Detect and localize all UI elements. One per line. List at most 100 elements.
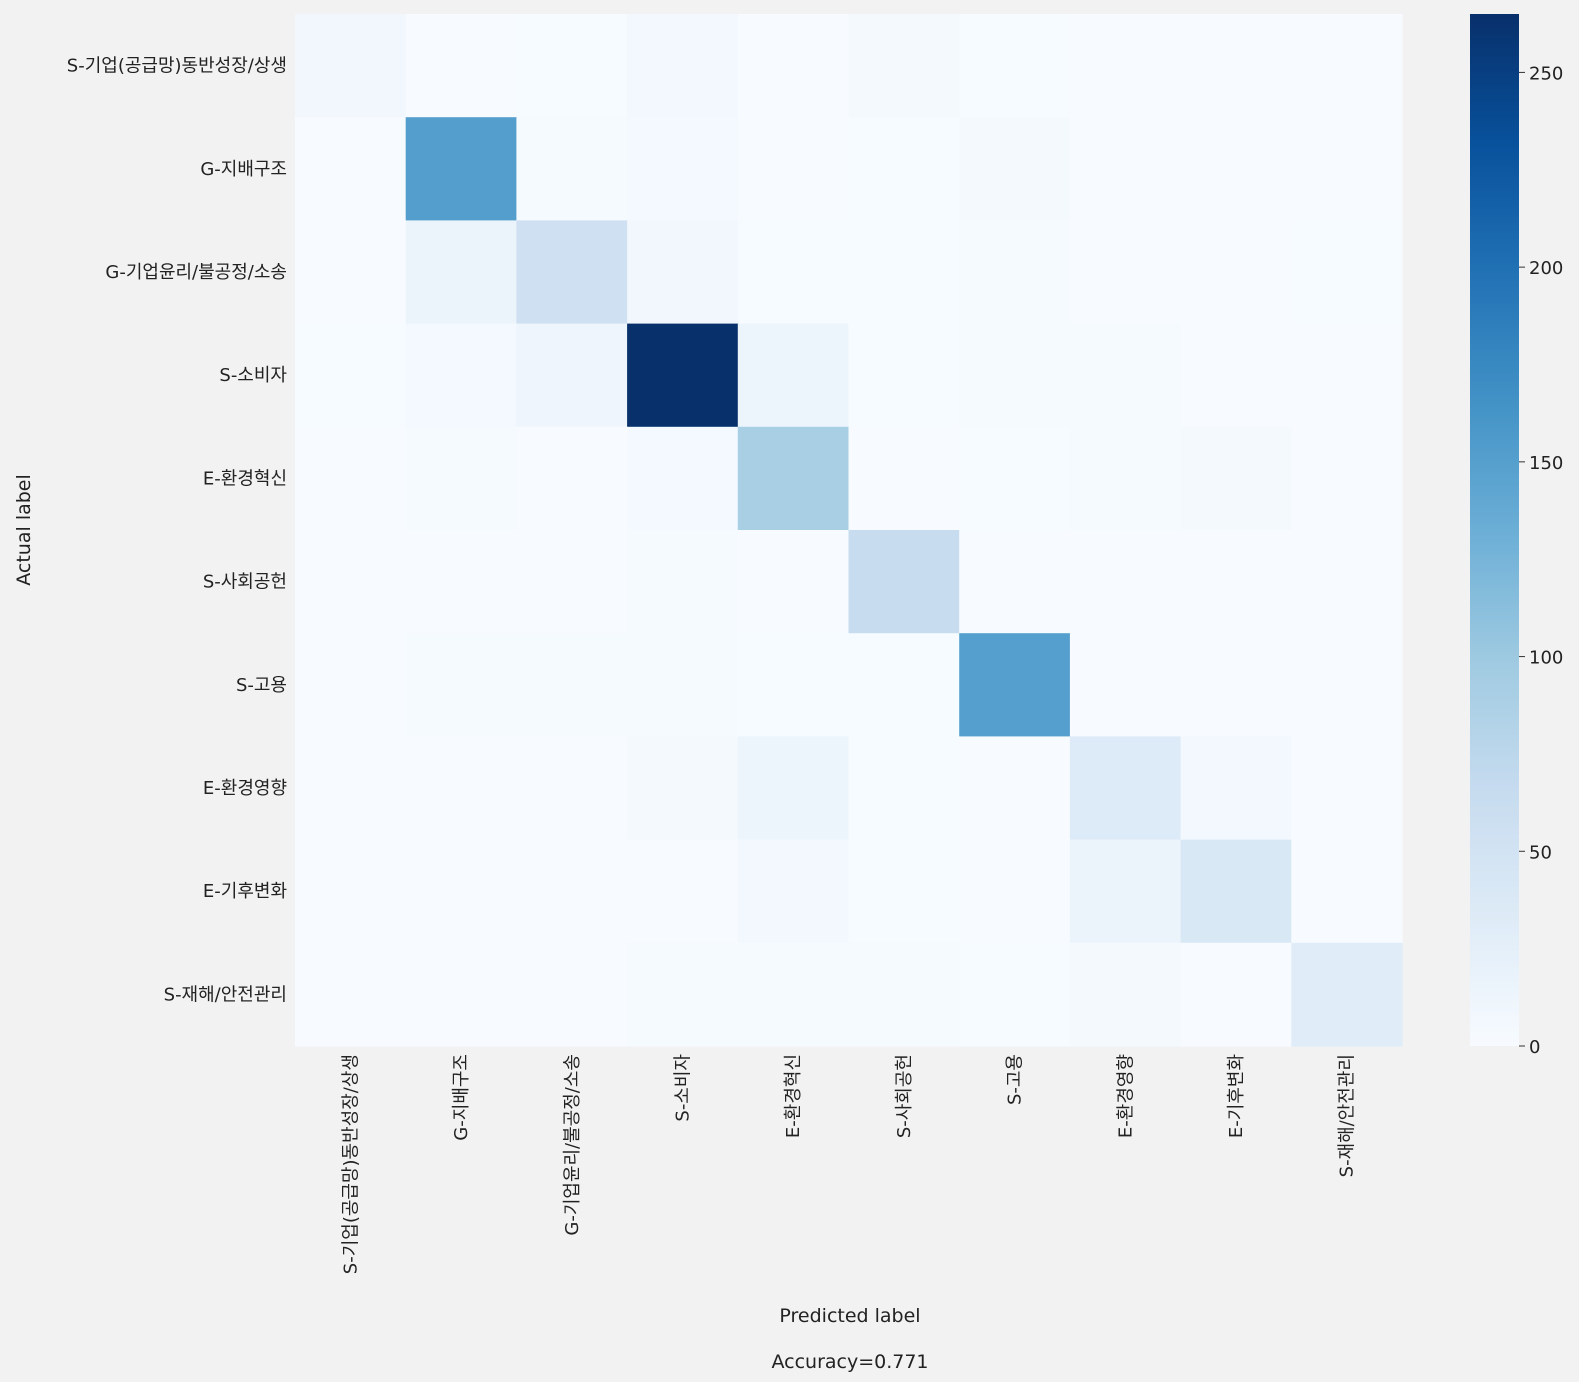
heatmap-cell bbox=[516, 426, 628, 531]
heatmap-cell bbox=[1291, 323, 1403, 428]
heatmap-cell bbox=[516, 736, 628, 841]
heatmap-cell bbox=[737, 117, 850, 221]
heatmap-cell bbox=[627, 942, 739, 1047]
x-tick-label: E-환경혁신 bbox=[783, 1054, 804, 1138]
heatmap-cell bbox=[1180, 220, 1292, 325]
colorbar-tick-label: 50 bbox=[1529, 842, 1552, 863]
y-tick-label: G-지배구조 bbox=[200, 159, 287, 180]
heatmap-cell bbox=[959, 633, 1071, 737]
heatmap-cell bbox=[1180, 530, 1292, 634]
heatmap-cell bbox=[1069, 736, 1182, 841]
heatmap-cell bbox=[848, 736, 960, 841]
heatmap-cell bbox=[737, 839, 850, 944]
heatmap-cell bbox=[405, 633, 517, 737]
heatmap-cell bbox=[1291, 14, 1403, 118]
heatmap-cell bbox=[848, 530, 960, 634]
heatmap-cell bbox=[405, 14, 517, 118]
colorbar-tick-label: 250 bbox=[1529, 63, 1563, 84]
heatmap-cell bbox=[1069, 220, 1182, 325]
heatmap-cell bbox=[295, 530, 407, 634]
heatmap-cell bbox=[405, 839, 517, 944]
x-tick-label: G-지배구조 bbox=[451, 1054, 472, 1141]
heatmap-cell bbox=[405, 530, 517, 634]
colorbar-tick-label: 100 bbox=[1529, 648, 1563, 669]
heatmap-cell bbox=[405, 220, 517, 325]
y-tick-label: S-기업(공급망)동반성장/상생 bbox=[67, 56, 287, 77]
heatmap-cell bbox=[1069, 117, 1182, 221]
heatmap-cell bbox=[848, 839, 960, 944]
heatmap-cell bbox=[627, 426, 739, 531]
heatmap-cell bbox=[627, 323, 739, 428]
heatmap-cell bbox=[295, 426, 407, 531]
heatmap-cell bbox=[959, 323, 1071, 428]
y-tick-label: E-환경영향 bbox=[203, 778, 287, 799]
heatmap-cell bbox=[405, 942, 517, 1047]
heatmap-cell bbox=[1291, 426, 1403, 531]
heatmap-cell bbox=[1180, 323, 1292, 428]
y-tick-label: G-기업윤리/불공정/소송 bbox=[105, 262, 287, 283]
heatmap-cell bbox=[848, 633, 960, 737]
heatmap-cell bbox=[1069, 14, 1182, 118]
x-tick-label: G-기업윤리/불공정/소송 bbox=[562, 1054, 583, 1236]
heatmap-cell bbox=[405, 323, 517, 428]
heatmap-cell bbox=[737, 942, 850, 1047]
heatmap-cell bbox=[1291, 839, 1403, 944]
heatmap-cell bbox=[737, 736, 850, 841]
heatmap-cell bbox=[516, 942, 628, 1047]
heatmap-cell bbox=[405, 736, 517, 841]
heatmap-cell bbox=[1291, 530, 1403, 634]
heatmap-cell bbox=[1291, 633, 1403, 737]
colorbar-ticks: 0 50 100 150 200 250 bbox=[1519, 63, 1563, 1058]
x-tick-labels: S-기업(공급망)동반성장/상생 G-지배구조 G-기업윤리/불공정/소송 S-소비자… bbox=[340, 1054, 1357, 1275]
heatmap-cell bbox=[1069, 530, 1182, 634]
heatmap-cell bbox=[516, 839, 628, 944]
heatmap-cell bbox=[295, 839, 407, 944]
heatmap-cell bbox=[1069, 942, 1182, 1047]
y-tick-labels: S-기업(공급망)동반성장/상생 G-지배구조 G-기업윤리/불공정/소송 S-소비자… bbox=[67, 56, 288, 1006]
heatmap-cell bbox=[1180, 426, 1292, 531]
heatmap-cell bbox=[848, 942, 960, 1047]
heatmap-cells bbox=[295, 14, 1403, 1047]
x-tick-label: E-기후변화 bbox=[1226, 1054, 1247, 1138]
x-tick-label: S-사회공헌 bbox=[894, 1054, 915, 1138]
heatmap-cell bbox=[959, 942, 1071, 1047]
y-tick-label: S-사회공헌 bbox=[203, 572, 287, 593]
y-tick-label: S-고용 bbox=[236, 675, 287, 696]
x-tick-label: S-기업(공급망)동반성장/상생 bbox=[340, 1054, 361, 1274]
heatmap-cell bbox=[737, 426, 850, 531]
heatmap-cell bbox=[627, 530, 739, 634]
colorbar-tick-label: 150 bbox=[1529, 453, 1563, 474]
y-tick-label: E-환경혁신 bbox=[203, 468, 287, 489]
heatmap-cell bbox=[737, 530, 850, 634]
heatmap-cell bbox=[959, 736, 1071, 841]
heatmap-cell bbox=[737, 220, 850, 325]
heatmap-cell bbox=[848, 323, 960, 428]
y-axis-label: Actual label bbox=[13, 474, 35, 586]
heatmap-cell bbox=[1180, 633, 1292, 737]
heatmap-cell bbox=[627, 839, 739, 944]
heatmap-cell bbox=[1180, 736, 1292, 841]
heatmap-cell bbox=[516, 530, 628, 634]
heatmap-cell bbox=[848, 14, 960, 118]
heatmap-cell bbox=[516, 633, 628, 737]
heatmap-cell bbox=[1291, 220, 1403, 325]
x-tick-label: S-고용 bbox=[1005, 1054, 1026, 1105]
heatmap-cell bbox=[737, 14, 850, 118]
heatmap-cell bbox=[627, 633, 739, 737]
heatmap-cell bbox=[1069, 323, 1182, 428]
heatmap-cell bbox=[848, 220, 960, 325]
colorbar-tick-label: 200 bbox=[1529, 258, 1563, 279]
colorbar bbox=[1470, 14, 1519, 1046]
heatmap-cell bbox=[516, 14, 628, 118]
colorbar-tick-label: 0 bbox=[1529, 1037, 1540, 1058]
heatmap-cell bbox=[295, 14, 407, 118]
heatmap-cell bbox=[627, 117, 739, 221]
heatmap-cell bbox=[295, 220, 407, 325]
heatmap-cell bbox=[627, 14, 739, 118]
heatmap-cell bbox=[295, 323, 407, 428]
heatmap-cell bbox=[1180, 14, 1292, 118]
heatmap-cell bbox=[516, 117, 628, 221]
heatmap-cell bbox=[1069, 633, 1182, 737]
accuracy-label: Accuracy=0.771 bbox=[771, 1351, 928, 1373]
